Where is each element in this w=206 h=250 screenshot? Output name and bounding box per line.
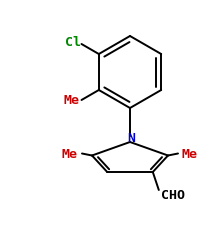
Text: CHO: CHO xyxy=(160,189,184,202)
Text: Me: Me xyxy=(63,94,79,107)
Text: Me: Me xyxy=(181,148,197,160)
Text: N: N xyxy=(126,131,134,144)
Text: Me: Me xyxy=(62,148,78,160)
Text: Cl: Cl xyxy=(64,35,80,48)
